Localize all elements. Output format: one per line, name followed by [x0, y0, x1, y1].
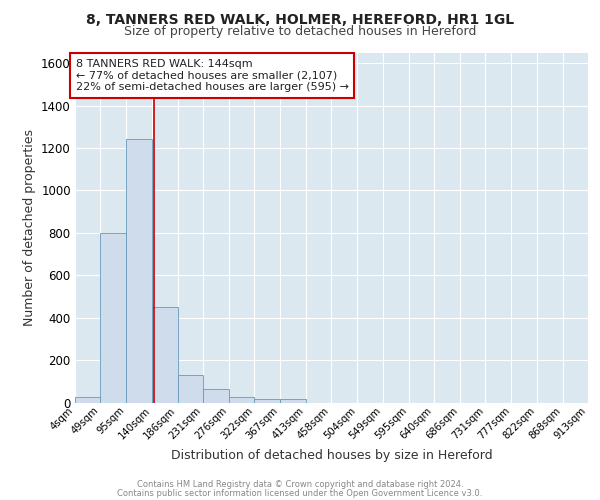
- Bar: [75, 397, 100, 402]
- Bar: [127, 140, 152, 402]
- Bar: [178, 375, 203, 402]
- Bar: [254, 400, 280, 402]
- Y-axis label: Number of detached properties: Number of detached properties: [23, 129, 35, 326]
- Bar: [152, 307, 178, 402]
- Text: 8, TANNERS RED WALK, HOLMER, HEREFORD, HR1 1GL: 8, TANNERS RED WALK, HOLMER, HEREFORD, H…: [86, 12, 514, 26]
- Text: Contains public sector information licensed under the Open Government Licence v3: Contains public sector information licen…: [118, 489, 482, 498]
- Bar: [203, 388, 229, 402]
- Bar: [229, 397, 254, 402]
- X-axis label: Distribution of detached houses by size in Hereford: Distribution of detached houses by size …: [170, 449, 493, 462]
- Text: 8 TANNERS RED WALK: 144sqm
← 77% of detached houses are smaller (2,107)
22% of s: 8 TANNERS RED WALK: 144sqm ← 77% of deta…: [76, 59, 349, 92]
- Text: Contains HM Land Registry data © Crown copyright and database right 2024.: Contains HM Land Registry data © Crown c…: [137, 480, 463, 489]
- Bar: [100, 233, 127, 402]
- Text: Size of property relative to detached houses in Hereford: Size of property relative to detached ho…: [124, 25, 476, 38]
- Bar: [280, 400, 306, 402]
